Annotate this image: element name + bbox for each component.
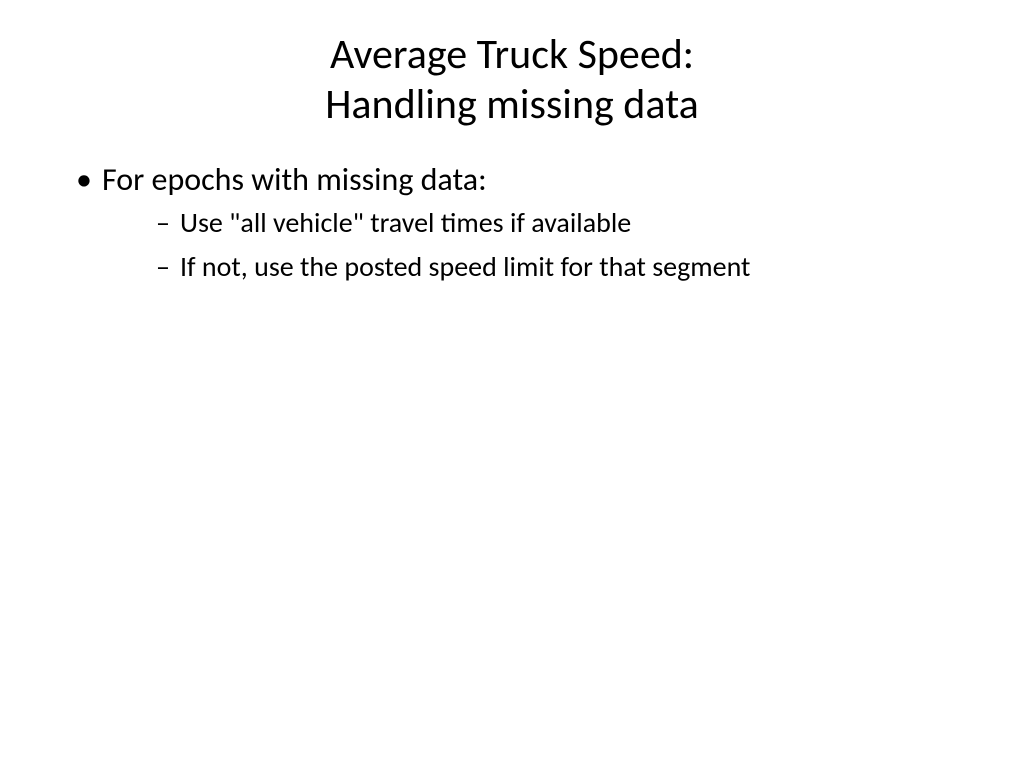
bullet-list-level1: For epochs with missing data: Use "all v… [70, 159, 974, 286]
bullet-sub-2: If not, use the posted speed limit for t… [152, 248, 974, 286]
bullet-main: For epochs with missing data: Use "all v… [70, 159, 974, 286]
slide-content: For epochs with missing data: Use "all v… [50, 159, 974, 286]
title-line-1: Average Truck Speed: [330, 29, 694, 80]
bullet-list-level2: Use "all vehicle" travel times if availa… [152, 204, 974, 286]
slide-container: Average Truck Speed: Handling missing da… [0, 0, 1024, 768]
bullet-main-text: For epochs with missing data: [102, 160, 487, 199]
bullet-sub-1: Use "all vehicle" travel times if availa… [152, 204, 974, 242]
slide-title: Average Truck Speed: Handling missing da… [50, 30, 974, 131]
title-line-2: Handling missing data [325, 79, 699, 130]
